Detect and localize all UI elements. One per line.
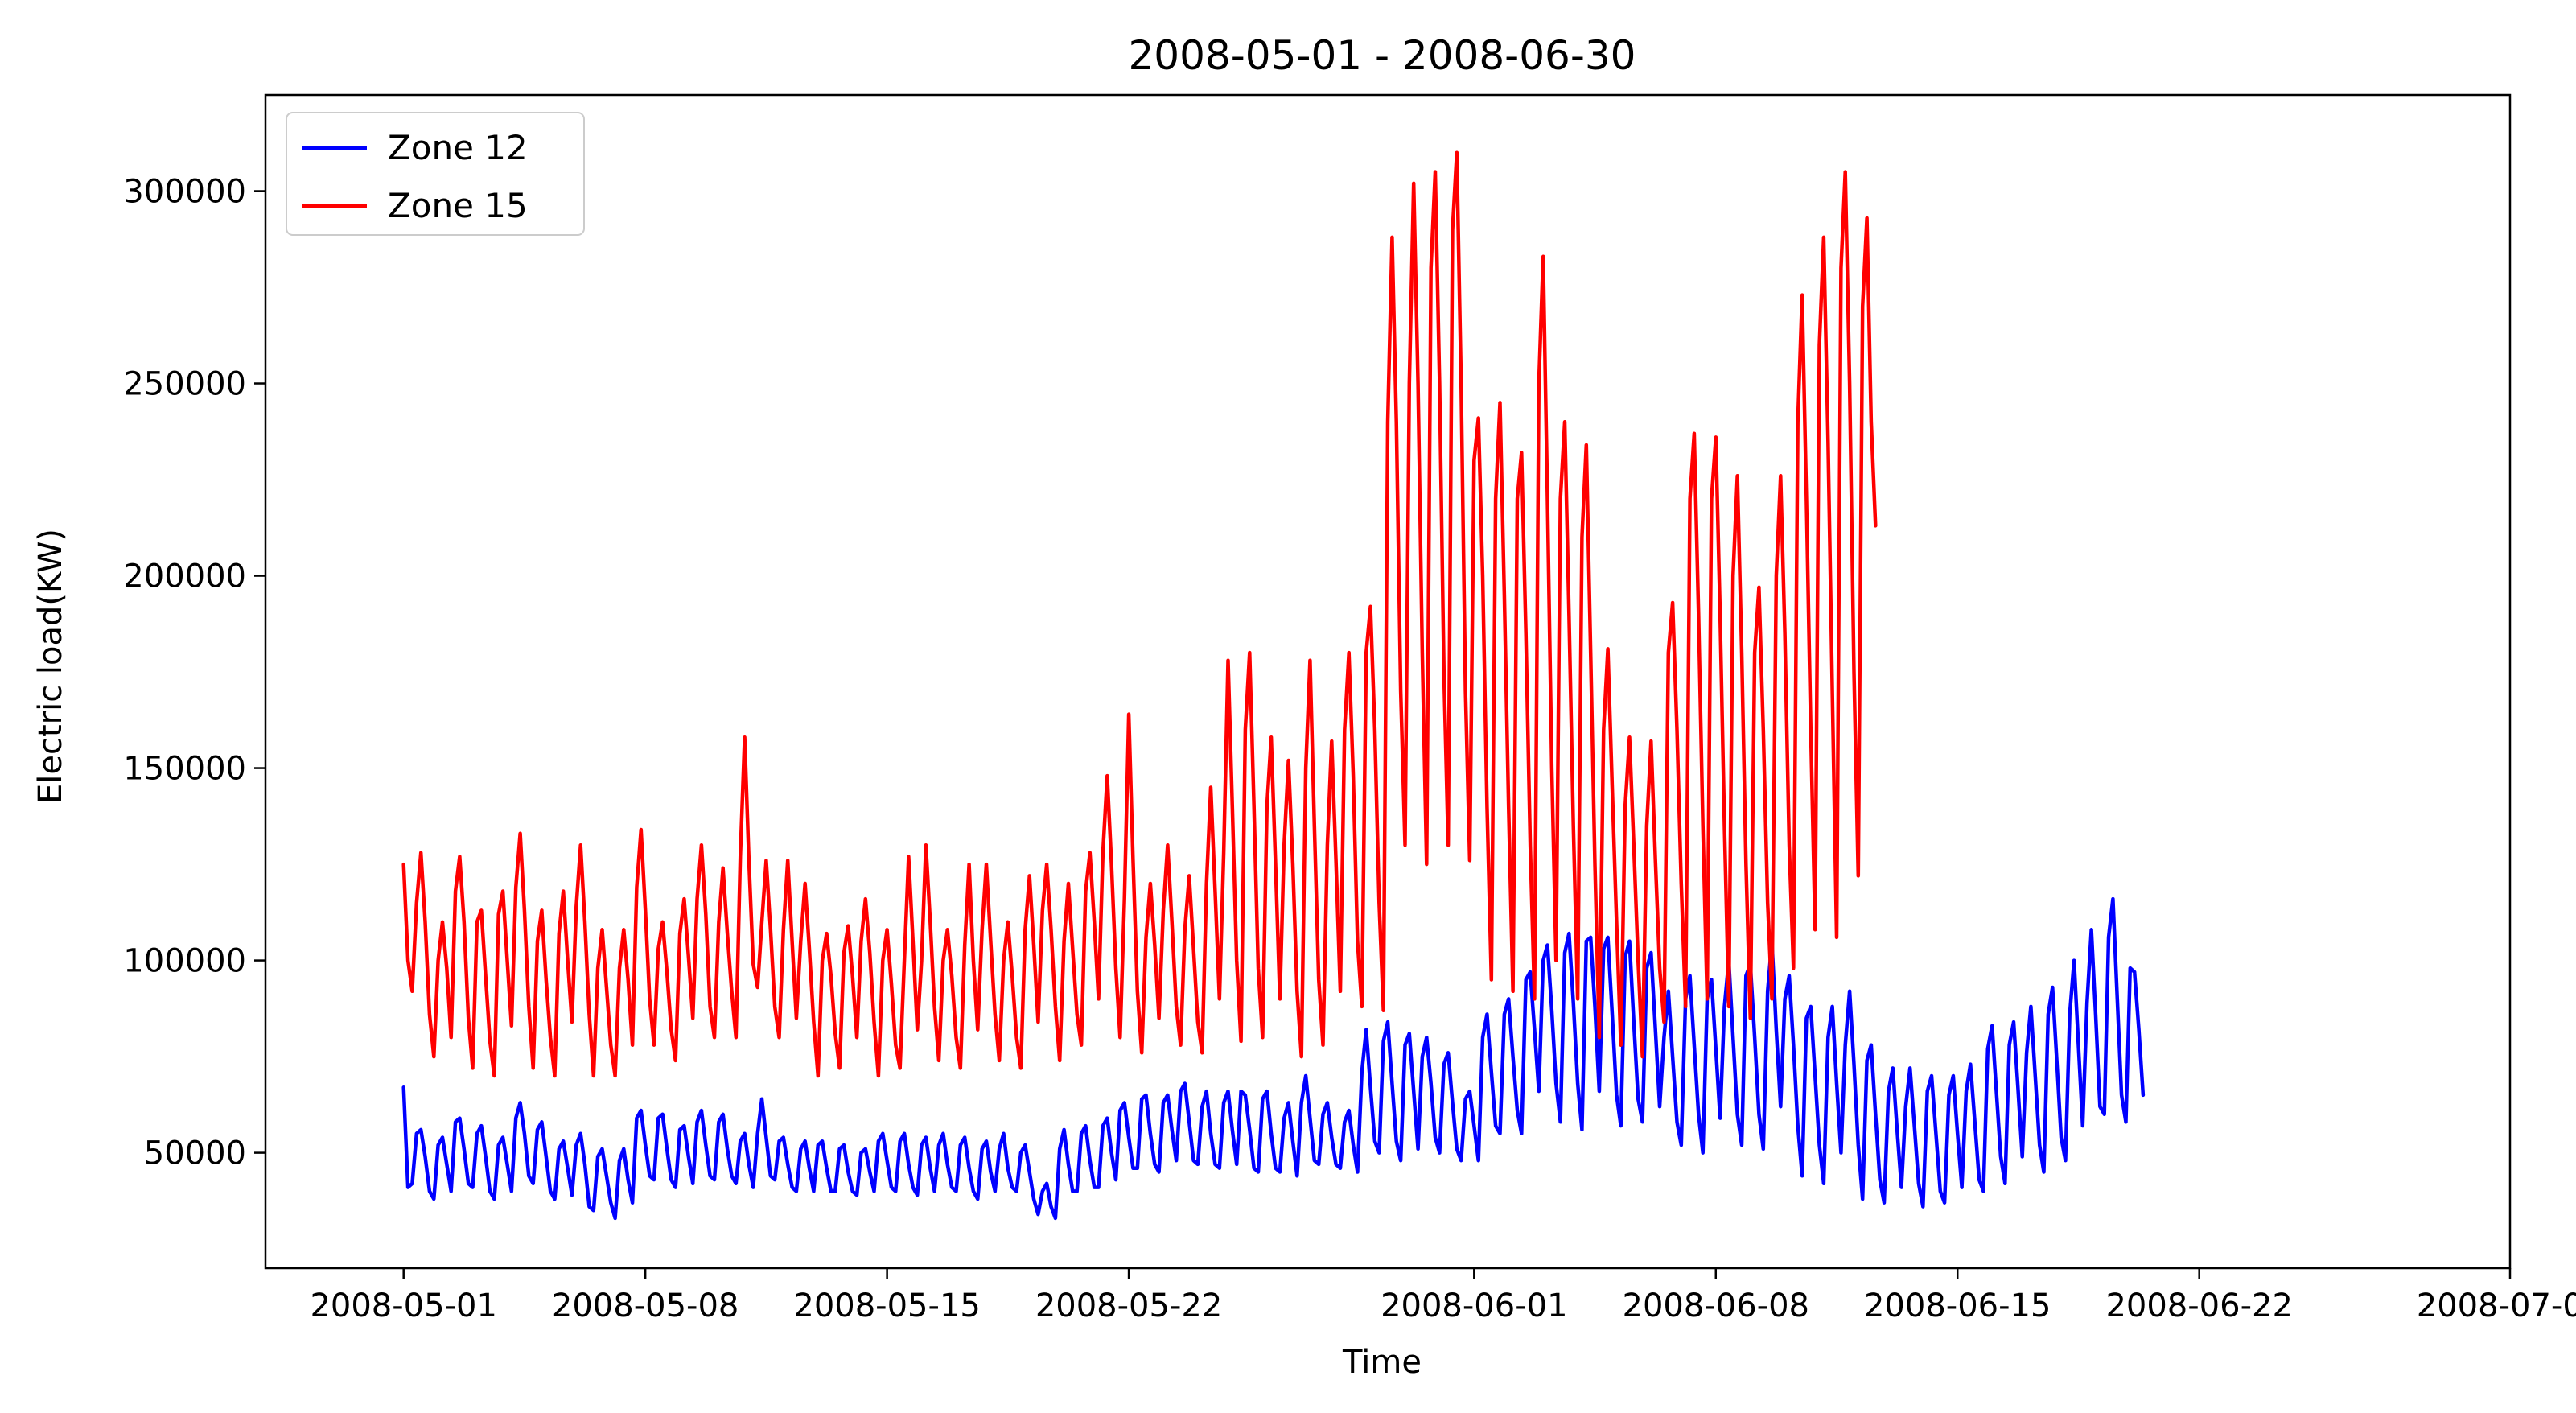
legend-label: Zone 12 (388, 128, 528, 167)
y-tick-label: 100000 (123, 943, 246, 980)
x-tick-label: 2008-07-01 (2417, 1287, 2576, 1324)
x-tick-label: 2008-06-01 (1381, 1287, 1567, 1324)
x-axis-label: Time (1342, 1344, 1422, 1381)
x-tick-label: 2008-06-15 (1864, 1287, 2051, 1324)
y-tick-label: 150000 (123, 751, 246, 788)
chart-title: 2008-05-01 - 2008-06-30 (1129, 32, 1636, 79)
series-line-1 (401, 896, 2146, 1221)
x-tick-label: 2008-06-22 (2105, 1287, 2292, 1324)
y-axis-label: Electric load(KW) (32, 529, 69, 804)
y-tick-label: 200000 (123, 558, 246, 595)
y-tick-label: 250000 (123, 366, 246, 403)
x-tick-label: 2008-05-15 (793, 1287, 980, 1324)
plot-frame (264, 93, 2512, 1270)
x-tick-label: 2008-05-22 (1035, 1287, 1222, 1324)
legend-label: Zone 15 (388, 186, 528, 225)
y-tick-label: 300000 (123, 174, 246, 211)
y-tick-label: 50000 (144, 1135, 246, 1172)
axes-layer: 2008-05-01 2008-05-08 2008-05-15 2008-05-22… (123, 93, 2576, 1324)
legend: Zone 12 Zone 15 (286, 112, 585, 236)
x-tick-label: 2008-05-08 (552, 1287, 739, 1324)
series-line-2 (401, 150, 1878, 1078)
x-tick-label: 2008-05-01 (310, 1287, 496, 1324)
x-tick-label: 2008-06-08 (1623, 1287, 1809, 1324)
series-layer (401, 150, 2146, 1221)
